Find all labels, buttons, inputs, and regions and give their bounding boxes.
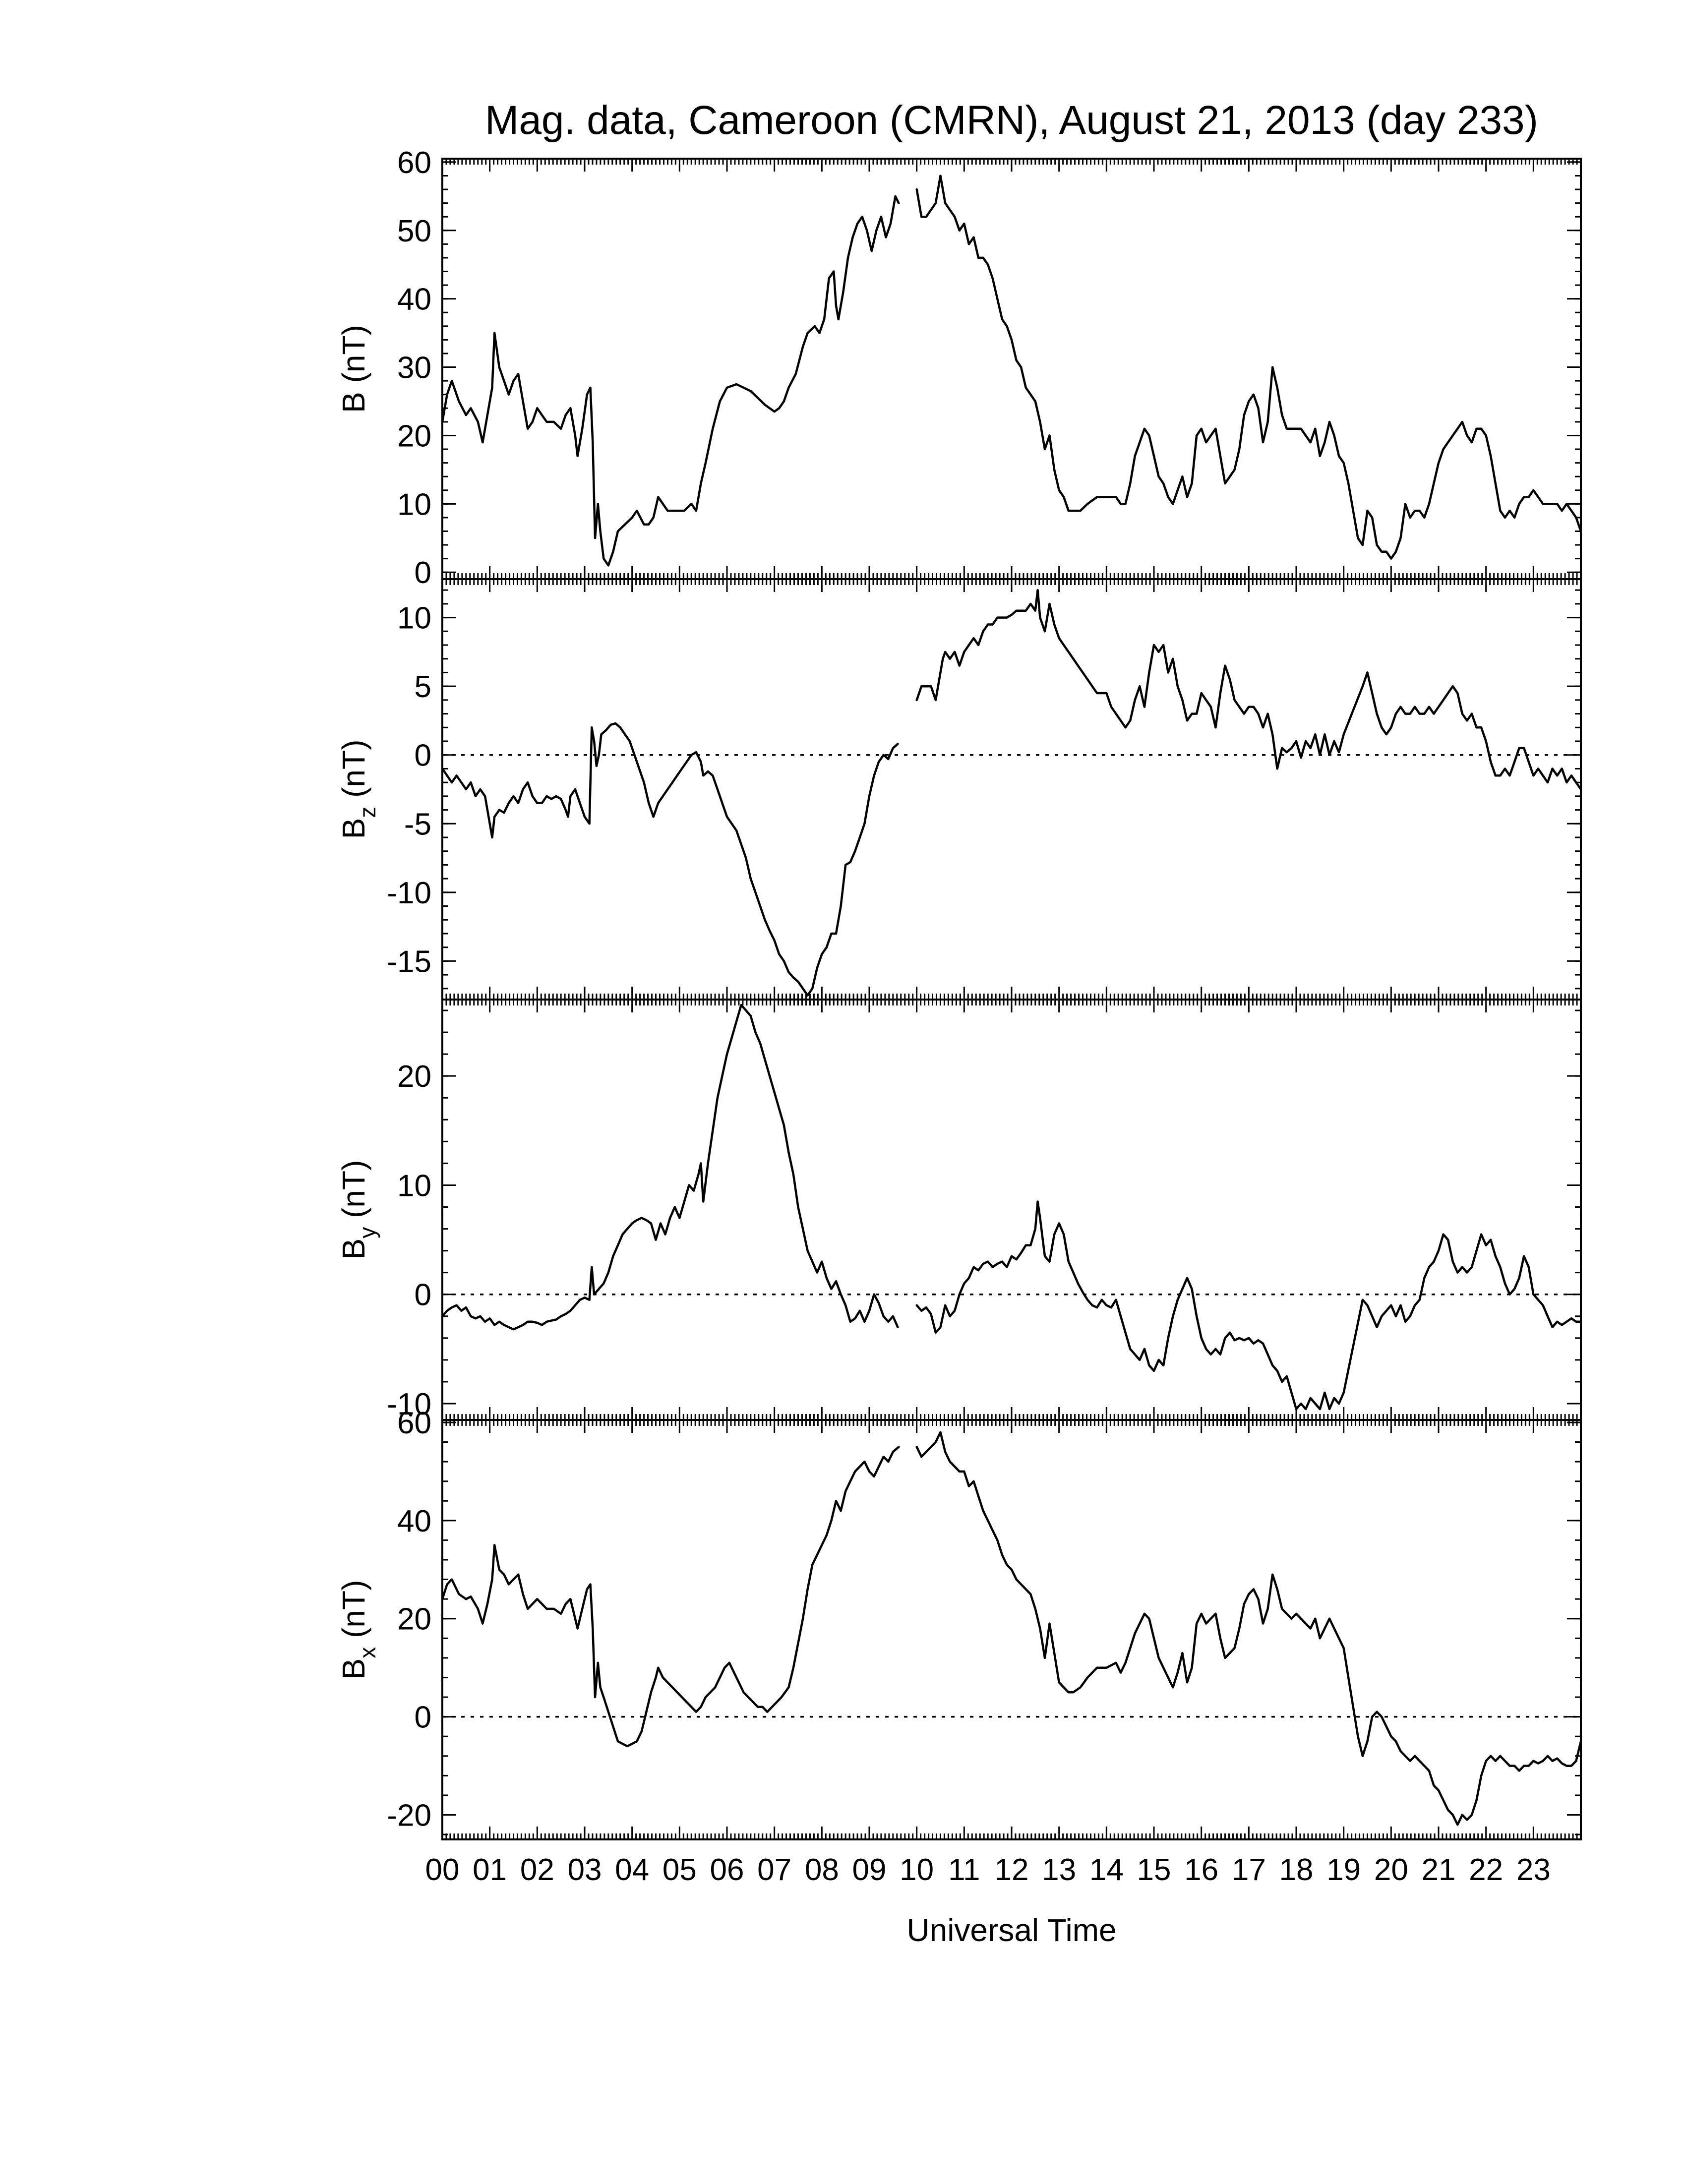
x-tick-label: 18 — [1279, 1853, 1314, 1887]
panel-bx-trace-segment-2 — [915, 1431, 1582, 1826]
x-tick-label: 08 — [805, 1853, 839, 1887]
y-tick-label: 10 — [397, 487, 431, 522]
y-label-main: B — [336, 818, 371, 839]
panel-bz-y-axis: -15 -10 -5 0 5 10 — [387, 589, 1581, 990]
y-tick-label: -10 — [387, 1387, 431, 1421]
x-tick-label: 20 — [1374, 1853, 1408, 1887]
panel-b-x-ticks — [441, 159, 1582, 579]
panel-bz-x-ticks — [441, 579, 1582, 1000]
panel-b-y-axis: 0 10 20 30 40 50 60 — [397, 146, 1581, 590]
panel-by-trace-segment-1 — [441, 1003, 899, 1331]
x-tick-label: 21 — [1422, 1853, 1456, 1887]
y-tick-label: -10 — [387, 876, 431, 910]
y-tick-label: 30 — [397, 351, 431, 385]
panel-bx-trace-segment-1 — [441, 1446, 900, 1748]
y-label-unit: (nT) — [336, 740, 371, 807]
y-tick-label: 0 — [415, 1701, 431, 1735]
x-tick-label: 09 — [852, 1853, 887, 1887]
y-tick-label: -20 — [387, 1799, 431, 1833]
x-tick-label: 16 — [1184, 1853, 1218, 1887]
y-label-subscript: x — [355, 1647, 380, 1658]
y-label-main: B — [336, 1239, 371, 1260]
x-tick-label: 14 — [1089, 1853, 1124, 1887]
y-tick-label: -15 — [387, 944, 431, 979]
panel-bz-trace-segment-2 — [915, 589, 1582, 791]
panel-by-trace-segment-2 — [915, 1200, 1582, 1411]
y-label-unit: (nT) — [336, 1160, 371, 1227]
x-tick-label: 05 — [662, 1853, 697, 1887]
panel-bx-x-ticks — [441, 1420, 1582, 1839]
x-tick-labels: 00 01 02 03 04 05 06 07 08 09 10 11 12 13 14 15 16 17 18 19… — [425, 1853, 1551, 1887]
y-tick-label: 40 — [397, 1504, 431, 1538]
y-tick-label: 20 — [397, 1602, 431, 1637]
y-tick-label: 40 — [397, 283, 431, 317]
y-tick-label: 0 — [415, 739, 431, 773]
x-tick-label: 03 — [568, 1853, 602, 1887]
y-tick-label: -5 — [404, 807, 431, 841]
panel-bz: -15 -10 -5 0 5 10 Bz (nT) — [336, 578, 1582, 1001]
y-label-main: B — [336, 1658, 371, 1680]
panel-bx: -20 0 20 40 60 Bx (nT) — [336, 1406, 1582, 1840]
panel-b: 0 10 20 30 40 50 60 B (nT) — [336, 146, 1582, 590]
panel-by-y-axis: -10 0 10 20 — [387, 1009, 1581, 1421]
y-label-subscript: y — [355, 1227, 380, 1239]
x-tick-label: 17 — [1232, 1853, 1266, 1887]
y-label-subscript: z — [355, 807, 380, 818]
y-label-unit: (nT) — [336, 325, 371, 392]
x-tick-label: 04 — [615, 1853, 649, 1887]
x-tick-label: 06 — [710, 1853, 744, 1887]
x-tick-label: 02 — [520, 1853, 554, 1887]
x-tick-label: 23 — [1516, 1853, 1551, 1887]
y-tick-label: 5 — [415, 670, 431, 704]
y-tick-label: 20 — [397, 1060, 431, 1094]
y-tick-label: 60 — [397, 146, 431, 180]
y-tick-label: 0 — [415, 1278, 431, 1312]
x-tick-label: 12 — [995, 1853, 1029, 1887]
x-tick-label: 15 — [1137, 1853, 1171, 1887]
y-tick-label: 10 — [397, 1169, 431, 1203]
panel-b-trace-segment-1 — [441, 195, 900, 567]
y-tick-label: 20 — [397, 419, 431, 453]
x-tick-label: 01 — [473, 1853, 507, 1887]
y-tick-label: 0 — [415, 556, 431, 590]
x-tick-label: 13 — [1042, 1853, 1076, 1887]
x-tick-label: 00 — [425, 1853, 460, 1887]
x-tick-label: 19 — [1326, 1853, 1361, 1887]
y-label-main: B — [336, 392, 371, 413]
x-tick-label: 22 — [1469, 1853, 1503, 1887]
y-tick-label: 60 — [397, 1406, 431, 1440]
panel-bz-y-axis-label: Bz (nT) — [336, 740, 380, 839]
x-tick-label: 07 — [757, 1853, 791, 1887]
y-label-unit: (nT) — [336, 1580, 371, 1647]
x-tick-label: 11 — [948, 1853, 980, 1887]
x-axis-label: Universal Time — [906, 1912, 1116, 1948]
panel-bx-y-axis: -20 0 20 40 60 — [387, 1406, 1581, 1835]
panel-by-y-axis-label: By (nT) — [336, 1160, 380, 1260]
panel-b-trace-segment-2 — [915, 175, 1582, 560]
panel-bz-trace-segment-1 — [441, 722, 899, 997]
x-tick-label: 10 — [900, 1853, 934, 1887]
panel-bx-y-axis-label: Bx (nT) — [336, 1580, 380, 1680]
chart-title: Mag. data, Cameroon (CMRN), August 21, 2… — [485, 98, 1538, 143]
panel-b-y-axis-label: B (nT) — [336, 325, 371, 413]
y-tick-label: 10 — [397, 601, 431, 636]
y-tick-label: 50 — [397, 214, 431, 248]
